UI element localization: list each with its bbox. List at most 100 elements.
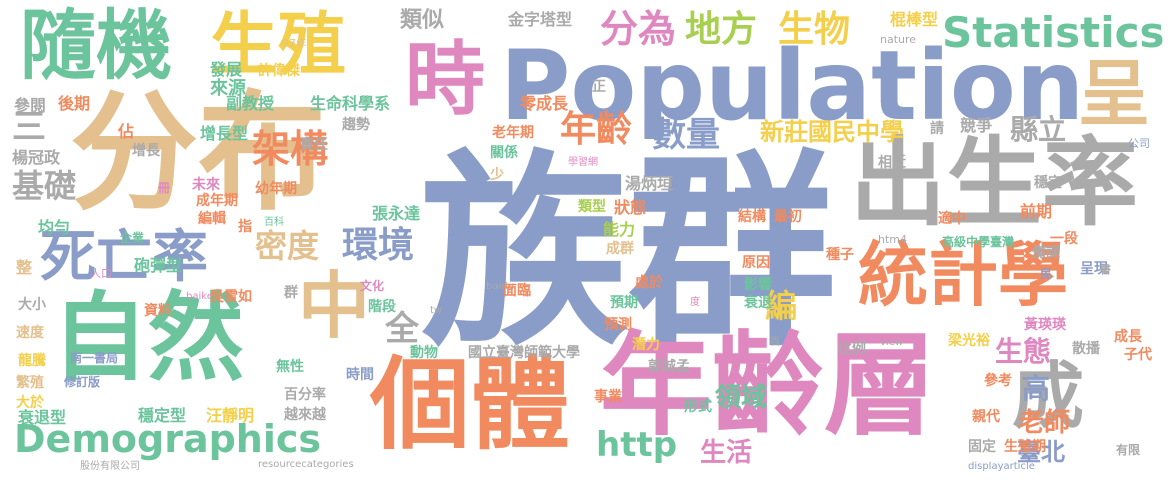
word-55: 增長型 (200, 124, 249, 143)
word-93: 處於 (635, 275, 663, 291)
word-142: 越來越 (284, 407, 326, 423)
word-146: 股份有限公司 (80, 461, 140, 472)
word-103: 吳雪如 (210, 289, 252, 305)
word-11: 死亡率 (40, 225, 208, 290)
word-148: displayarticle (968, 461, 1035, 472)
word-133: 參考 (984, 373, 1012, 389)
word-10: 中 (298, 264, 371, 348)
word-3: 年齡層 (600, 321, 936, 451)
word-0: 族群 (420, 133, 836, 375)
word-143: 固定 (968, 439, 996, 455)
word-31: 編 (765, 287, 798, 325)
word-116: 龍騰 (18, 353, 46, 369)
word-139: 穩定型 (138, 406, 187, 425)
word-68: 未來 (192, 177, 220, 193)
word-101: 文化 (360, 279, 385, 293)
word-114: tw (430, 305, 443, 316)
word-24: 密度 (255, 227, 320, 265)
word-30: 生態 (995, 335, 1052, 368)
word-18: 分為 (600, 7, 677, 51)
word-60: 公司 (1128, 137, 1150, 150)
word-89: 整 (16, 258, 33, 277)
word-1: Population (500, 30, 1085, 142)
word-107: 度 (690, 297, 700, 308)
word-13: 成 (1012, 354, 1085, 438)
word-22: 數量 (652, 115, 720, 155)
word-29: http (596, 425, 678, 465)
word-106: 預期 (610, 295, 638, 311)
word-67: 冊 (158, 181, 171, 195)
word-126: 子代 (1124, 347, 1152, 363)
word-33: 老師 (1018, 408, 1071, 438)
word-23: 環境 (342, 225, 415, 266)
word-5: 出生率 (850, 127, 1138, 239)
word-75: 百科 (264, 217, 284, 228)
word-94: 原因 (742, 255, 770, 271)
word-127: 繁殖 (16, 375, 44, 391)
word-110: 速度 (16, 325, 44, 341)
word-14: 呈 (1078, 52, 1151, 136)
word-117: 南一書局 (70, 351, 119, 365)
word-37: 生活 (700, 438, 753, 468)
word-137: 親代 (972, 409, 1000, 425)
word-65: 湯炳垣 (625, 174, 674, 193)
word-97: 民 (1040, 267, 1053, 281)
word-12: 時 (405, 33, 485, 126)
word-131: 時間 (346, 367, 374, 383)
word-112: 階段 (368, 299, 396, 315)
word-98: 書 (1100, 263, 1111, 276)
word-104: baidu (486, 281, 514, 292)
word-96: 呈現 (1080, 261, 1108, 277)
word-54: 佔 (118, 122, 135, 141)
word-95: 種子 (826, 247, 854, 263)
word-90: 人口 (90, 267, 112, 280)
word-27: 新莊國民中學 (760, 118, 904, 146)
word-91: 砲彈型 (134, 256, 183, 275)
word-52: 請 (930, 121, 944, 137)
word-19: 地方 (685, 9, 758, 50)
word-42: 97年 (282, 37, 307, 50)
word-2: 分布 (70, 79, 327, 228)
word-70: 幼年期 (255, 181, 297, 197)
word-78: 結構 (738, 209, 766, 225)
word-76: 張永達 (372, 204, 421, 223)
word-113: 預測 (604, 317, 632, 333)
word-15: Demographics (14, 417, 322, 461)
word-58: 關係 (490, 145, 518, 161)
word-61: 楊冠政 (12, 148, 61, 167)
word-141: 百分率 (284, 387, 326, 403)
word-43: 發展 (210, 60, 243, 79)
word-73: 均勻 (38, 218, 71, 237)
word-26: 三 (12, 107, 46, 147)
word-108: 影響 (744, 277, 772, 293)
word-62: 增長 (132, 143, 160, 159)
word-35: 全 (385, 309, 419, 349)
word-50: 零成長 (520, 94, 569, 113)
word-79: 最初 (774, 209, 802, 225)
word-36: 領域 (715, 383, 768, 413)
word-64: 少 (490, 167, 504, 183)
word-82: 企業 (120, 231, 145, 245)
word-4: 個體 (370, 346, 570, 463)
word-111: 資料 (144, 303, 172, 319)
word-45: 參閱 (14, 96, 47, 115)
word-17: 架構 (252, 127, 329, 171)
word-59: 學習網 (568, 157, 598, 168)
word-124: 成長 (1114, 329, 1142, 345)
word-92: 成群 (606, 241, 634, 257)
word-8: 生殖 (210, 6, 347, 85)
word-7: 隨機 (20, 1, 172, 90)
word-136: 形式 (684, 399, 712, 415)
word-39: 金字塔型 (508, 10, 573, 29)
word-71: 狀態 (614, 198, 647, 217)
word-74: 編輯 (198, 211, 226, 227)
word-144: 生殖期 (1004, 439, 1046, 455)
word-140: 汪靜明 (206, 406, 255, 425)
word-49: 生命科學系 (310, 94, 391, 113)
word-85: htm4 (878, 233, 907, 246)
word-123: view (880, 337, 904, 348)
word-147: resourcecategories (258, 459, 354, 470)
word-87: 一段 (1050, 231, 1078, 247)
word-122: 梁光裕 (948, 333, 990, 349)
